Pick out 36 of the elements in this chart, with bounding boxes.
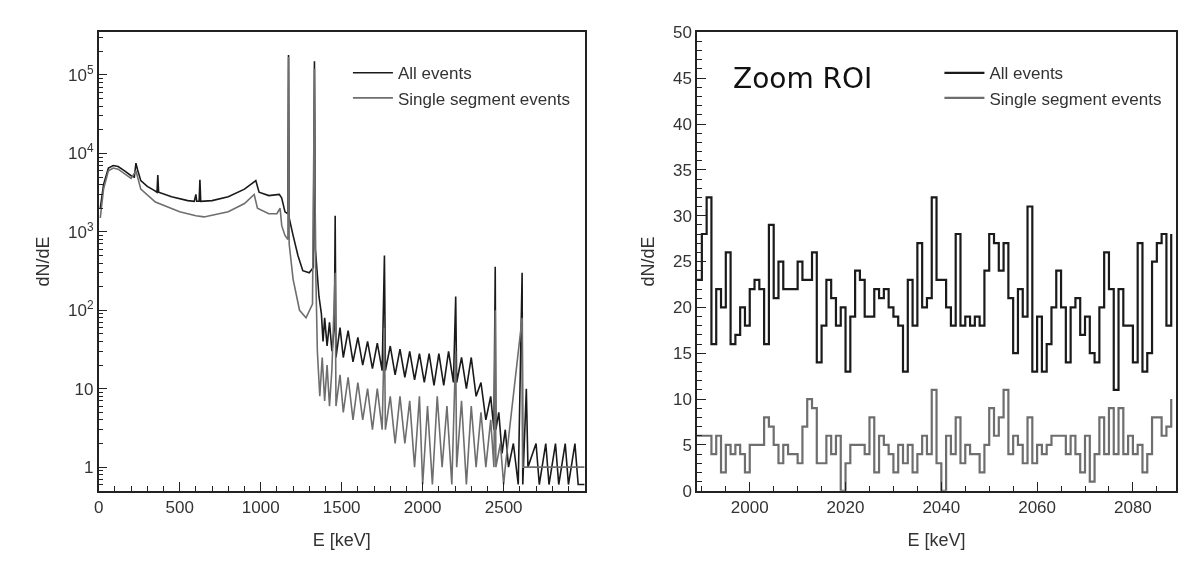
x-axis-title: E [keV] (907, 530, 966, 551)
y-axis-title: dN/dE (637, 236, 658, 287)
y-tick-label: 50 (672, 23, 692, 43)
y-tick-label: 5 (682, 435, 692, 455)
y-tick-label: 10$^{2}$ (67, 298, 94, 321)
legend-label: All events (989, 64, 1064, 84)
x-tick-label: 2500 (484, 497, 523, 517)
legend-label: Single segment events (989, 89, 1162, 109)
y-tick-label: 20 (672, 298, 692, 318)
y-tick-label: 10$^{5}$ (67, 62, 94, 85)
y-tick-label: 10$^{3}$ (67, 219, 94, 242)
x-tick-label: 2040 (922, 497, 961, 517)
x-tick-label: 2000 (730, 497, 769, 517)
y-tick-label: 0 (682, 481, 692, 501)
y-axis-title: dN/dE (32, 236, 53, 287)
y-tick-label: 25 (672, 252, 692, 272)
y-tick-label: 45 (672, 69, 692, 89)
y-tick-label: 40 (672, 114, 692, 134)
x-tick-label: 2020 (826, 497, 865, 517)
x-axis-title: E [keV] (312, 530, 371, 551)
y-tick-label: 35 (672, 160, 692, 180)
x-tick-label: 1000 (241, 497, 280, 517)
x-tick-label: 2080 (1113, 497, 1152, 517)
y-tick-label: 15 (672, 344, 692, 364)
y-tick-label: 10 (74, 379, 94, 399)
legend-label: Single segment events (397, 89, 570, 109)
x-tick-label: 2060 (1018, 497, 1057, 517)
legend-label: All events (397, 64, 472, 84)
x-tick-label: 1500 (322, 497, 361, 517)
y-tick-label: 10$^{4}$ (67, 141, 94, 164)
y-tick-label: 1 (84, 458, 94, 478)
y-tick-label: 30 (672, 206, 692, 226)
y-tick-label: 10 (672, 390, 692, 409)
annotation: Zoom ROI (733, 62, 873, 95)
x-tick-label: 2000 (403, 497, 442, 517)
x-tick-label: 500 (165, 497, 194, 517)
